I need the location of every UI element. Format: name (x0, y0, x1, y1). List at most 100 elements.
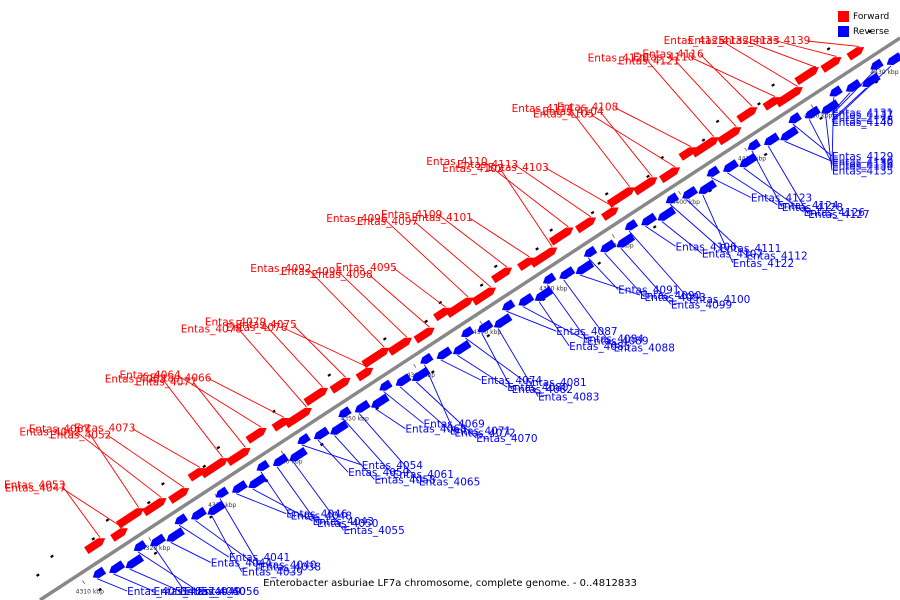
forward-gene-arrow (303, 387, 329, 406)
reverse-gene-label: Entas_4071 (450, 426, 511, 438)
legend-swatch-reverse (838, 26, 849, 37)
forward-gene-leader (62, 488, 123, 529)
forward-gene-leader (369, 274, 430, 328)
reverse-gene-arrow (452, 340, 472, 355)
forward-gene-leader (438, 214, 508, 268)
forward-gene-arrow (690, 137, 719, 158)
reverse-gene-label: Entas_4072 (454, 428, 515, 440)
legend: Forward Reverse (838, 9, 889, 39)
feature-mark (35, 573, 40, 577)
forward-gene-leader (721, 40, 798, 87)
reverse-gene-arrow (706, 165, 721, 177)
reverse-gene-label: Entas_4070 (476, 433, 537, 445)
feature-mark (493, 264, 498, 269)
reverse-gene-label: Entas_4040 (255, 559, 316, 571)
reverse-gene-arrow (354, 399, 371, 413)
reverse-gene-label: Entas_4111 (720, 243, 781, 255)
reverse-gene-arrow (493, 313, 513, 328)
forward-gene-arrow (517, 257, 535, 272)
feature-mark (153, 551, 158, 555)
forward-gene-arrow (716, 127, 742, 146)
reverse-gene-leader (236, 493, 287, 515)
reverse-gene-leader (317, 439, 349, 473)
forward-gene-leader (77, 432, 162, 498)
reverse-gene-arrow (821, 99, 840, 114)
forward-gene-leader (675, 61, 737, 127)
forward-gene-arrow (115, 508, 144, 529)
reverse-gene-arrow (371, 393, 390, 409)
reverse-gene-arrow (436, 346, 453, 360)
reverse-gene-arrow (641, 212, 658, 226)
reverse-gene-leader (604, 252, 645, 298)
reverse-gene-arrow (338, 406, 352, 418)
forward-gene-label: Entas_4133 (718, 35, 779, 47)
scale-tick (82, 580, 86, 585)
reverse-gene-arrow (133, 540, 148, 552)
reverse-gene-arrow (723, 159, 739, 173)
forward-gene-arrow (678, 147, 697, 161)
reverse-gene-arrow (804, 105, 821, 119)
reverse-gene-leader (334, 435, 375, 480)
forward-gene-leader (131, 428, 201, 468)
reverse-gene-leader (219, 498, 261, 567)
scale-tick-label: 4310 kbp (76, 588, 104, 595)
forward-gene-arrow (110, 528, 128, 542)
reverse-gene-label: Entas_4082 (512, 384, 573, 396)
forward-gene-label: Entas_4105 (533, 109, 594, 121)
scale-tick-label: 4340 kbp (274, 459, 302, 466)
reverse-gene-label: Entas_4127 (808, 209, 869, 221)
forward-gene-arrow (142, 498, 167, 517)
reverse-gene-label: Entas_4048 (291, 511, 352, 523)
scale-tick (413, 363, 417, 368)
reverse-gene-arrow (231, 480, 248, 494)
forward-gene-label: Entas_4073 (74, 422, 135, 434)
reverse-gene-arrow (215, 486, 229, 498)
reverse-gene-label: Entas_4060 (184, 586, 245, 598)
reverse-gene-leader (137, 551, 199, 592)
reverse-gene-arrow (845, 79, 862, 92)
forward-gene-leader (690, 57, 776, 97)
reverse-gene-arrow (297, 433, 311, 445)
reverse-gene-label: Entas_4059 (348, 467, 409, 479)
forward-gene-arrow (632, 177, 658, 196)
forward-gene-leader (614, 107, 692, 148)
scale-tick (280, 450, 284, 455)
forward-gene-arrow (271, 417, 290, 432)
reverse-gene-label: Entas_4050 (317, 518, 378, 530)
reverse-gene-arrow (747, 138, 761, 151)
forward-gene-label: Entas_4102 (442, 163, 503, 175)
reverse-gene-leader (506, 310, 557, 332)
reverse-gene-arrow (125, 553, 145, 569)
forward-gene-leader (414, 221, 492, 288)
reverse-gene-leader (751, 150, 783, 207)
reverse-gene-label: Entas_4089 (587, 335, 648, 347)
reverse-gene-leader (342, 417, 393, 475)
forward-gene-leader (177, 374, 262, 428)
feature-mark (50, 554, 54, 559)
scale-tick-label: 4350 kbp (341, 415, 369, 422)
reverse-gene-leader (211, 515, 243, 572)
feature-mark (202, 464, 207, 469)
feature-mark (771, 83, 775, 87)
reverse-gene-arrow (534, 286, 554, 302)
forward-gene-label: Entas_4120 (588, 53, 649, 65)
reverse-gene-leader (620, 247, 672, 305)
forward-gene-leader (599, 111, 653, 178)
feature-mark (549, 228, 554, 232)
reverse-gene-leader (767, 145, 809, 215)
forward-gene-label: Entas_4118 (633, 52, 694, 64)
forward-gene-arrow (361, 347, 390, 369)
forward-gene-leader (61, 485, 101, 538)
reverse-gene-leader (497, 328, 539, 397)
reverse-gene-label: Entas_4093 (645, 292, 706, 304)
reverse-gene-leader (538, 301, 570, 347)
forward-gene-arrow (529, 247, 558, 268)
reverse-gene-arrow (150, 533, 167, 547)
reverse-gene-label: Entas_4091 (618, 285, 679, 297)
reverse-gene-leader (399, 386, 451, 432)
reverse-gene-label: Entas_4137 (832, 110, 893, 122)
reverse-gene-label: Entas_4039 (242, 567, 303, 579)
reverse-gene-label: Entas_4038 (260, 561, 321, 573)
forward-gene-label: Entas_4096 (326, 213, 388, 225)
reverse-gene-arrow (600, 239, 617, 253)
